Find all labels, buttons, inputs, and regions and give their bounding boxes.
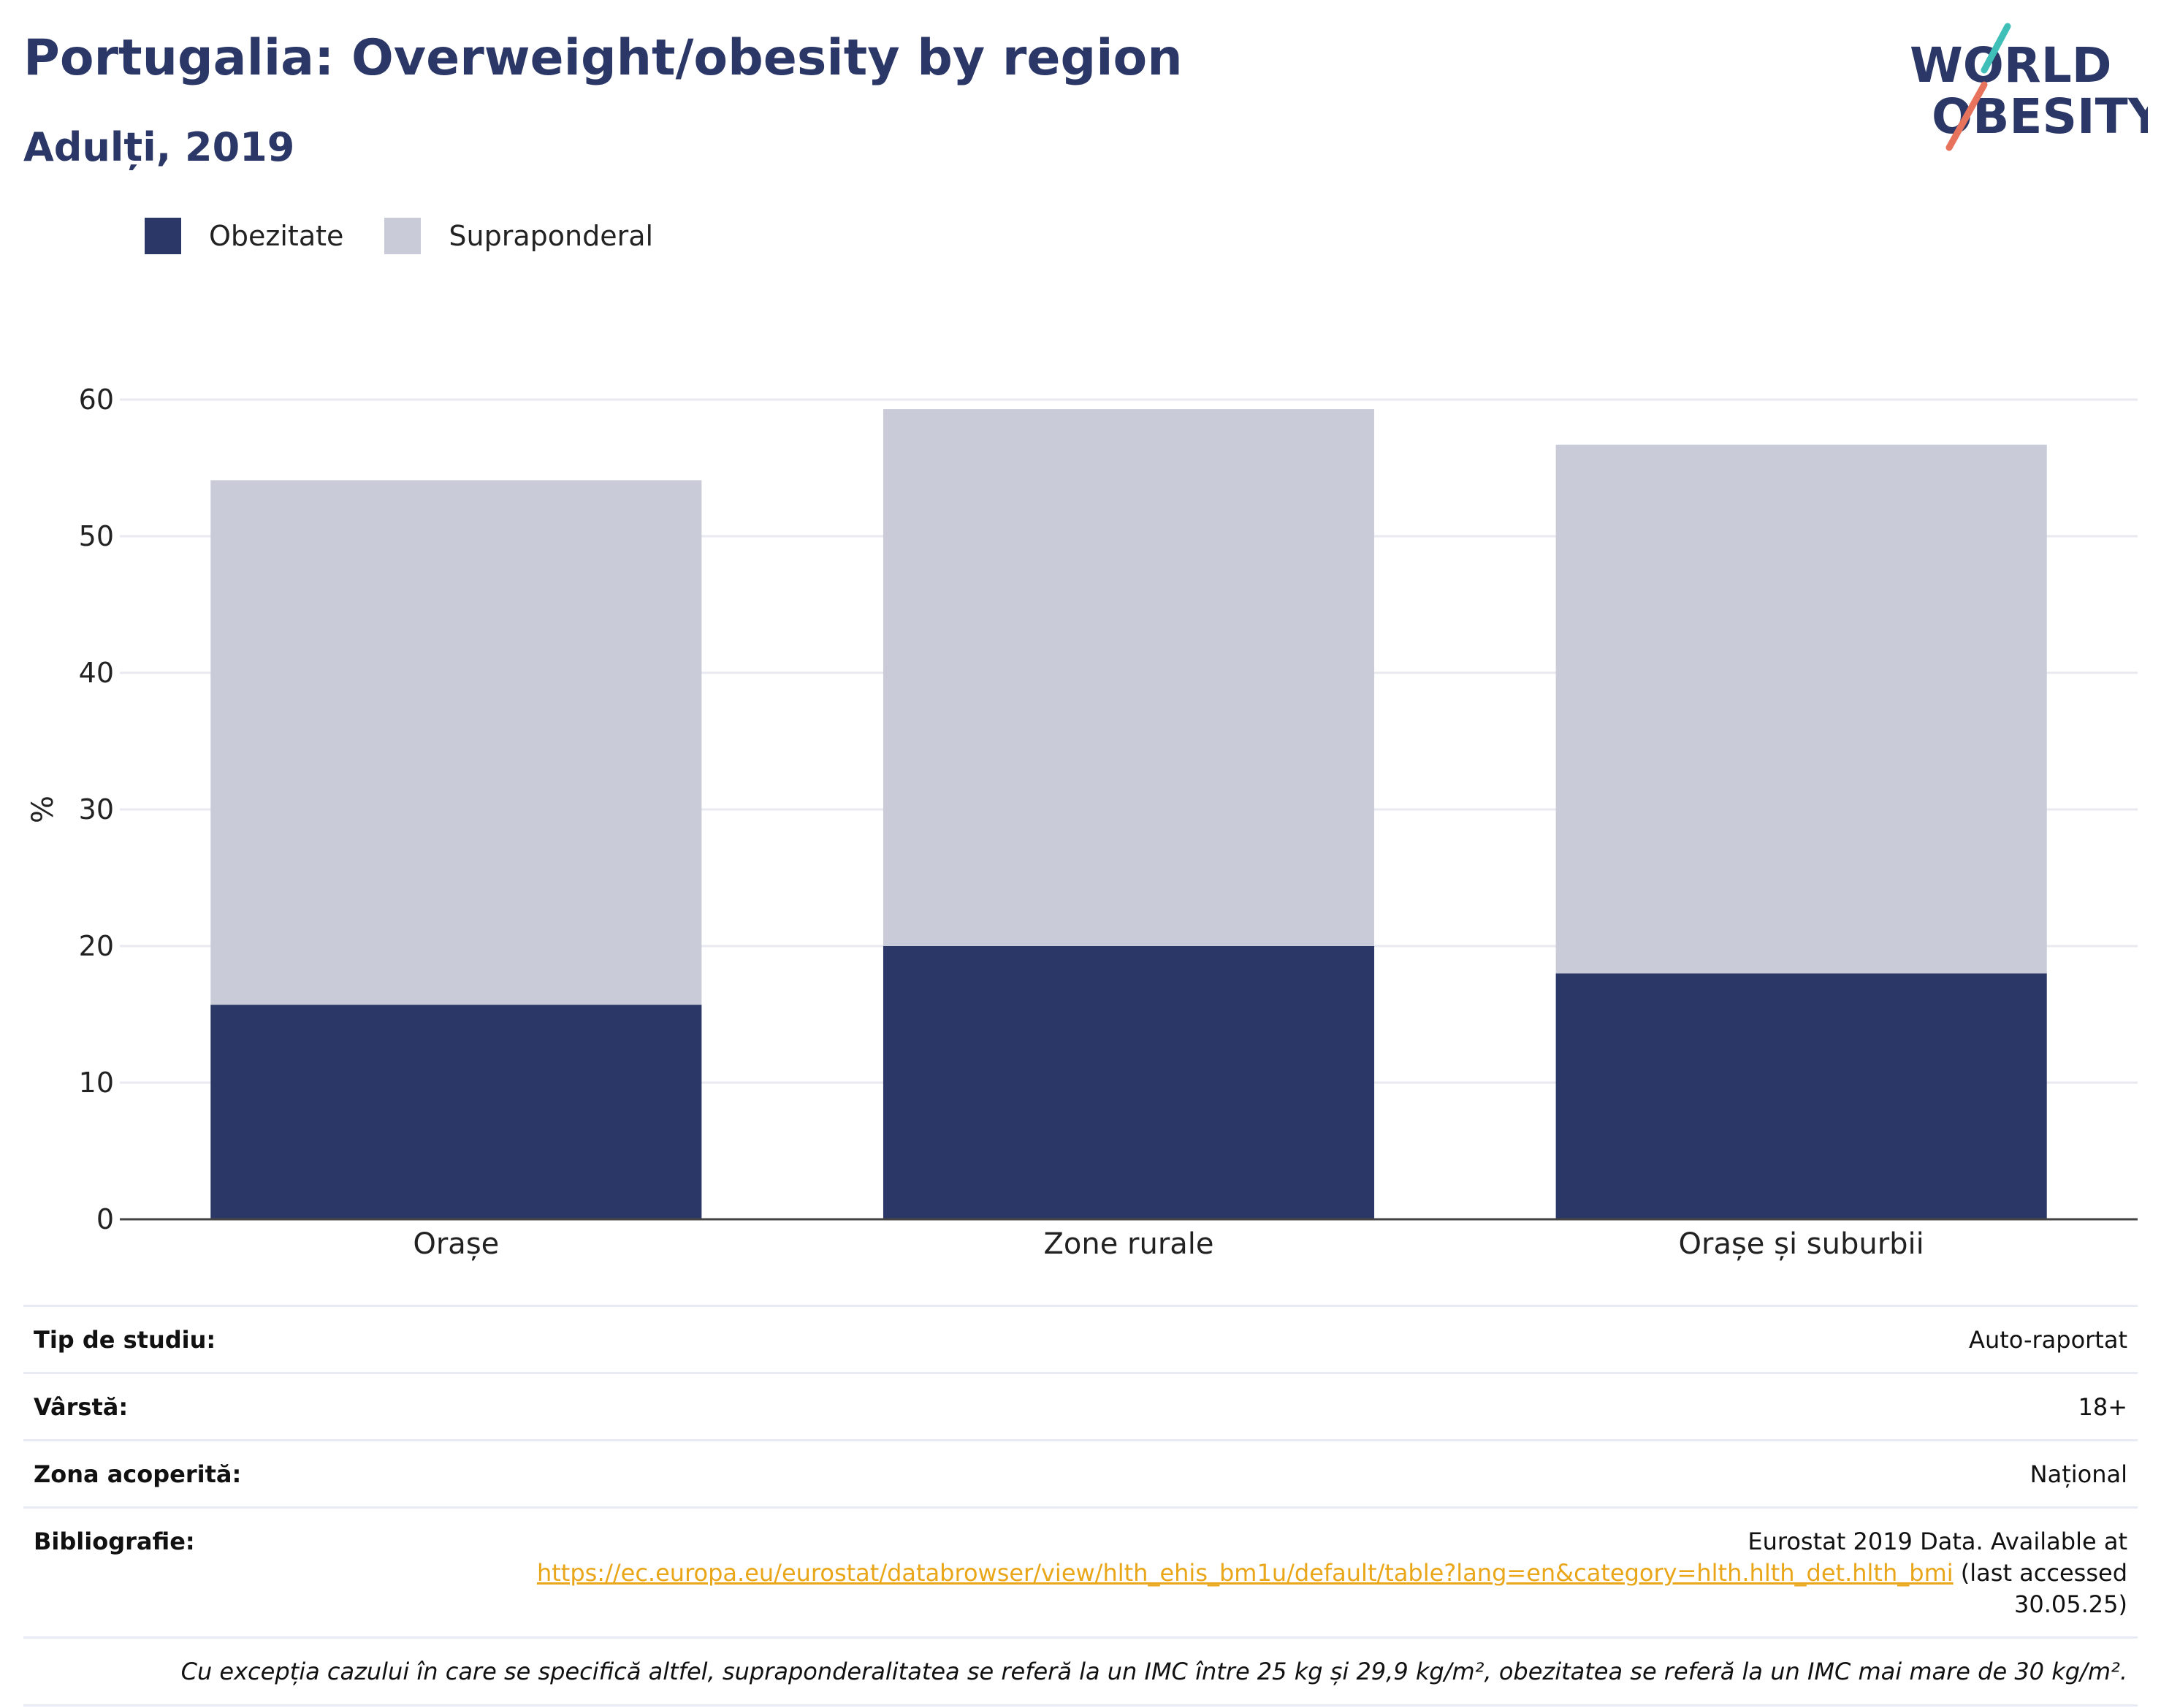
- coverage-value: Național: [2029, 1460, 2127, 1488]
- logo-coral-slash: [1945, 81, 1988, 151]
- study-type-value: Auto-raportat: [1969, 1326, 2127, 1354]
- bar-obesity-2: [1555, 973, 2047, 1219]
- y-tick-label-50: 50: [79, 520, 114, 552]
- age-label: Vârstă:: [34, 1393, 129, 1421]
- bibliography-after-link: (last accessed: [1953, 1559, 2127, 1587]
- bibliography-label: Bibliografie:: [34, 1528, 195, 1555]
- info-row-study-type: Tip de studiu: Auto-raportat: [23, 1305, 2138, 1372]
- y-tick-label-20: 20: [79, 930, 114, 962]
- bar-obesity-1: [883, 946, 1375, 1219]
- bibliography-line1: Eurostat 2019 Data. Available at: [1748, 1528, 2127, 1555]
- chart-legend: Obezitate Supraponderal: [145, 218, 694, 254]
- y-tick-label-10: 10: [79, 1067, 114, 1099]
- legend-swatch-obesity: [145, 218, 181, 254]
- y-tick-label-30: 30: [79, 793, 114, 826]
- x-tick-label-2: Orașe și suburbii: [1679, 1227, 1924, 1261]
- info-row-coverage: Zona acoperită: Național: [23, 1439, 2138, 1506]
- info-table: Tip de studiu: Auto-raportat Vârstă: 18+…: [23, 1305, 2138, 1707]
- legend-swatch-overweight: [384, 218, 422, 254]
- info-row-bibliography: Bibliografie: Eurostat 2019 Data. Availa…: [23, 1506, 2138, 1636]
- definition-note: Cu excepția cazului în care se specifică…: [23, 1636, 2138, 1707]
- legend-item-obesity: Obezitate: [145, 218, 343, 254]
- study-type-label: Tip de studiu:: [34, 1326, 216, 1354]
- bar-overweight-2: [1555, 444, 2047, 974]
- y-tick-label-60: 60: [79, 384, 114, 416]
- bibliography-line3: 30.05.25): [2014, 1590, 2127, 1618]
- bar-obesity-0: [210, 1004, 702, 1219]
- legend-label-overweight: Supraponderal: [449, 220, 654, 252]
- y-tick-label-40: 40: [79, 657, 114, 689]
- bar-overweight-1: [883, 409, 1375, 946]
- legend-label-obesity: Obezitate: [209, 220, 344, 252]
- x-tick-label-0: Orașe: [413, 1227, 499, 1261]
- age-value: 18+: [2078, 1393, 2127, 1421]
- logo-text-world: WORLD: [1910, 37, 2112, 94]
- chart-subtitle: Adulți, 2019: [23, 124, 295, 170]
- x-tick-label-1: Zone rurale: [1043, 1227, 1213, 1261]
- bibliography-link[interactable]: https://ec.europa.eu/eurostat/databrowse…: [536, 1559, 1954, 1587]
- bibliography-value: Eurostat 2019 Data. Available at https:/…: [537, 1526, 2127, 1620]
- bar-overweight-0: [210, 480, 702, 1005]
- legend-item-overweight: Supraponderal: [384, 218, 653, 254]
- chart-title: Portugalia: Overweight/obesity by region: [23, 29, 1183, 87]
- y-tick-label-0: 0: [96, 1203, 114, 1235]
- info-row-age: Vârstă: 18+: [23, 1372, 2138, 1439]
- world-obesity-logo: WORLD OBESITY: [1910, 23, 2148, 151]
- coverage-label: Zona acoperită:: [34, 1460, 242, 1488]
- y-axis-title: %: [26, 796, 60, 823]
- bar-chart: 0 10 20 30 40 50 60% Orașe Zone rurale Orașe și s…: [26, 384, 2138, 1261]
- logo-teal-slash: [1981, 23, 2011, 74]
